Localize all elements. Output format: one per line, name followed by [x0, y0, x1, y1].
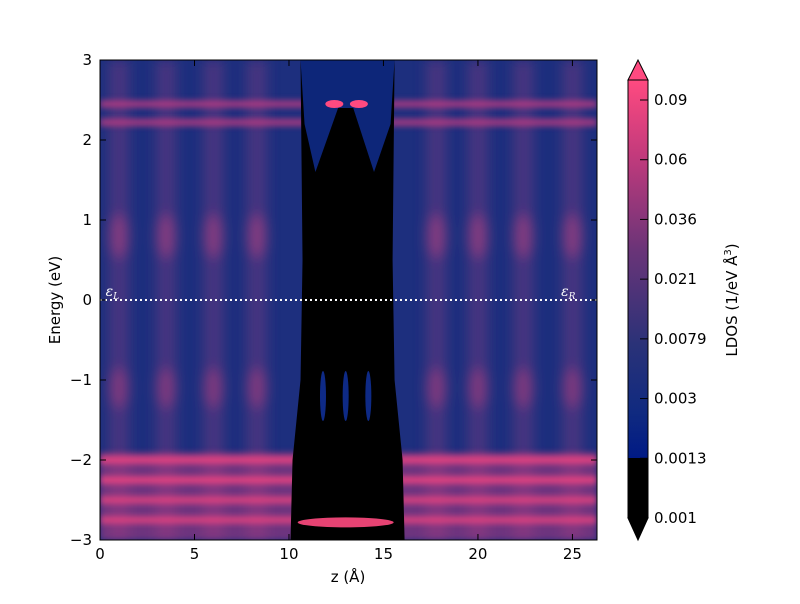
y-tick-label: −3 [70, 531, 92, 549]
ldos-blob [108, 214, 129, 258]
y-tick-label: −1 [70, 371, 92, 389]
ldos-blob [203, 368, 224, 408]
ldos-blob [108, 368, 129, 408]
colorbar-label: LDOS (1/eV Å3) [722, 243, 741, 356]
ldos-blob [246, 214, 267, 258]
gap-state [365, 371, 372, 421]
ldos-blob [513, 214, 534, 258]
ldos-blob [467, 214, 488, 258]
colorbar-tick-label: 0.06 [654, 151, 687, 169]
ldos-blob [246, 368, 267, 408]
y-tick-label: 3 [82, 51, 92, 69]
y-tick-label: 1 [82, 211, 92, 229]
colorbar-label-close: ) [723, 243, 741, 249]
x-tick-label: 25 [563, 545, 582, 563]
colorbar-label-text: LDOS (1/eV Å [722, 255, 741, 357]
y-tick-label: 2 [82, 131, 92, 149]
gap-state [319, 371, 326, 421]
level-annotation-1: εR [561, 284, 576, 302]
ldos-stripe [513, 60, 534, 540]
y-axis-ticks: −3 −2 −1 0 1 2 3 [70, 51, 597, 549]
gap-region [290, 60, 405, 540]
colorbar-tick-label: 0.09 [654, 91, 687, 109]
colorbar-frame [627, 79, 649, 519]
y-axis-label: Energy (eV) [46, 256, 64, 344]
ldos-blob [467, 368, 488, 408]
annotation-symbol: ε [106, 284, 114, 300]
ldos-stripe [203, 60, 224, 540]
ldos-stripe [562, 60, 583, 540]
gap-peak [349, 100, 368, 108]
gap-top-state [300, 60, 395, 172]
annotation-subscript: L [112, 292, 119, 302]
ldos-stripe [467, 60, 488, 540]
colorbar-extend-high [627, 58, 649, 81]
colorbar-tick-label: 0.003 [654, 390, 697, 408]
ldos-column-stripes [108, 60, 583, 540]
colorbar-tick-label: 0.036 [654, 210, 697, 228]
gap-peak [325, 100, 344, 108]
colorbar-low-band [628, 458, 648, 518]
y-tick-label: 0 [82, 291, 92, 309]
colorbar-tick-label: 0.001 [654, 509, 697, 527]
ldos-blob [426, 214, 447, 258]
ldos-blob [562, 214, 583, 258]
ldos-stripe [108, 60, 129, 540]
ldos-blob [562, 368, 583, 408]
colorbar-body [628, 80, 648, 458]
x-tick-label: 0 [95, 545, 105, 563]
colorbar-label-sup: 3 [723, 249, 734, 255]
annotation-symbol: ε [561, 284, 569, 300]
x-tick-label: 10 [279, 545, 298, 563]
gap-bottom-peak [297, 517, 394, 528]
x-tick-label: 20 [468, 545, 487, 563]
contour-plot-area [100, 60, 597, 540]
y-tick-label: −2 [70, 451, 92, 469]
colorbar-tick-label: 0.021 [654, 270, 697, 288]
x-tick-label: 5 [190, 545, 200, 563]
gap-state [342, 371, 349, 421]
annotation-subscript: R [568, 292, 576, 302]
colorbar: 0.001 0.0013 0.003 0.0079 0.021 0.036 0.06 0.09… [627, 58, 741, 542]
x-axis-ticks: 0 5 10 15 20 25 [95, 60, 582, 563]
level-annotations: εL εR [106, 284, 576, 302]
colorbar-extend-low [627, 517, 649, 542]
colorbar-tick-label: 0.0079 [654, 330, 707, 348]
ldos-blob [156, 214, 177, 258]
x-tick-label: 15 [374, 545, 393, 563]
colorbar-tick-label: 0.0013 [654, 449, 707, 467]
ldos-blob [513, 368, 534, 408]
gap-fill [290, 60, 405, 540]
ldos-blob [156, 368, 177, 408]
ldos-blob [203, 214, 224, 258]
x-axis-label: z (Å) [331, 567, 366, 586]
ldos-blob [426, 368, 447, 408]
level-annotation-0: εL [106, 284, 120, 302]
colorbar-ticks: 0.001 0.0013 0.003 0.0079 0.021 0.036 0.06 0.09 [640, 91, 707, 527]
